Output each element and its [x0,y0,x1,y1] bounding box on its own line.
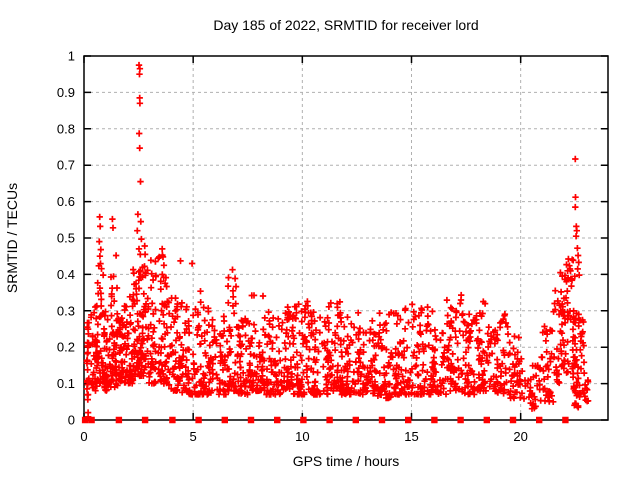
gridlines [84,56,608,420]
y-tick-label: 0.1 [57,376,75,391]
y-tick-label: 0.2 [57,340,75,355]
y-tick-label: 0.4 [57,267,75,282]
y-tick-label: 0.8 [57,121,75,136]
y-tick-label: 0.7 [57,158,75,173]
y-tick-label: 0 [68,413,75,428]
x-tick-label: 15 [404,429,418,444]
y-axis-label: SRMTID / TECUs [4,183,20,293]
chart-title: Day 185 of 2022, SRMTID for receiver lor… [213,17,478,33]
x-axis-label: GPS time / hours [293,453,400,469]
x-tick-label: 20 [513,429,527,444]
x-tick-label: 10 [295,429,309,444]
scatter-points [81,61,592,424]
y-tick-label: 0.9 [57,85,75,100]
y-tick-label: 0.3 [57,303,75,318]
y-tick-label: 0.6 [57,194,75,209]
y-tick-label: 0.5 [57,231,75,246]
tick-labels: 00.10.20.30.40.50.60.70.80.910 5 10 15 20 [57,49,528,445]
x-tick-label: 0 [80,429,87,444]
data-plus-markers [83,61,592,421]
x-tick-label: 5 [190,429,197,444]
y-tick-label: 1 [68,49,75,64]
